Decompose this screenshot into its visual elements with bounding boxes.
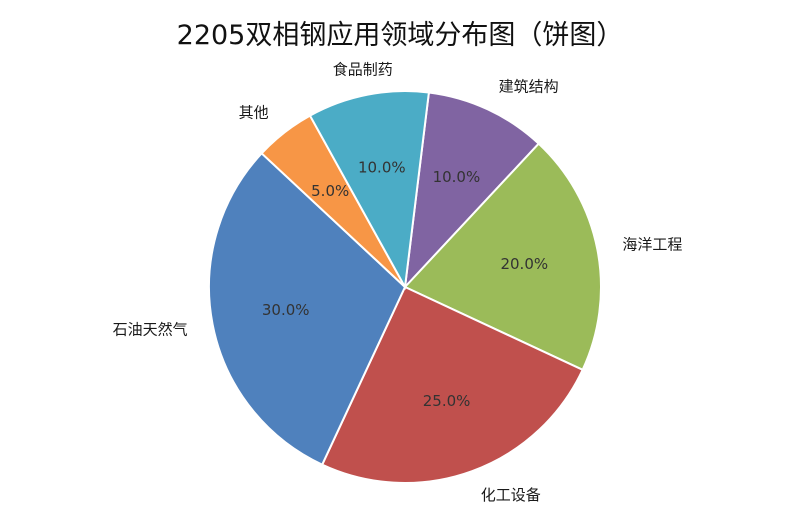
- pie-slice: [308, 90, 431, 291]
- slice-category-label: 海洋工程: [622, 236, 682, 254]
- slice-value-label: 25.0%: [423, 392, 471, 410]
- slice-category-label: 石油天然气: [113, 320, 188, 338]
- slice-value-label: 10.0%: [358, 159, 406, 177]
- pie-slice: [208, 151, 407, 466]
- slice-value-label: 20.0%: [500, 255, 548, 273]
- slice-value-label: 5.0%: [311, 182, 349, 200]
- value-labels: 10.0% 20.0% 25.0% 30.0% 5.0% 10.0%: [262, 159, 548, 411]
- slice-category-label: 化工设备: [481, 486, 541, 504]
- slice-category-label: 食品制药: [333, 61, 393, 79]
- slice-category-label: 建筑结构: [499, 77, 559, 95]
- pie-slice: [403, 91, 541, 290]
- pie-slice: [403, 142, 602, 372]
- slice-value-label: 30.0%: [262, 301, 310, 319]
- slice-value-label: 10.0%: [433, 168, 481, 186]
- pie-slice: [320, 285, 584, 484]
- slice-category-label: 其他: [239, 104, 269, 122]
- pie-slices: [208, 90, 602, 484]
- chart-title: 2205双相钢应用领域分布图（饼图）: [177, 20, 624, 51]
